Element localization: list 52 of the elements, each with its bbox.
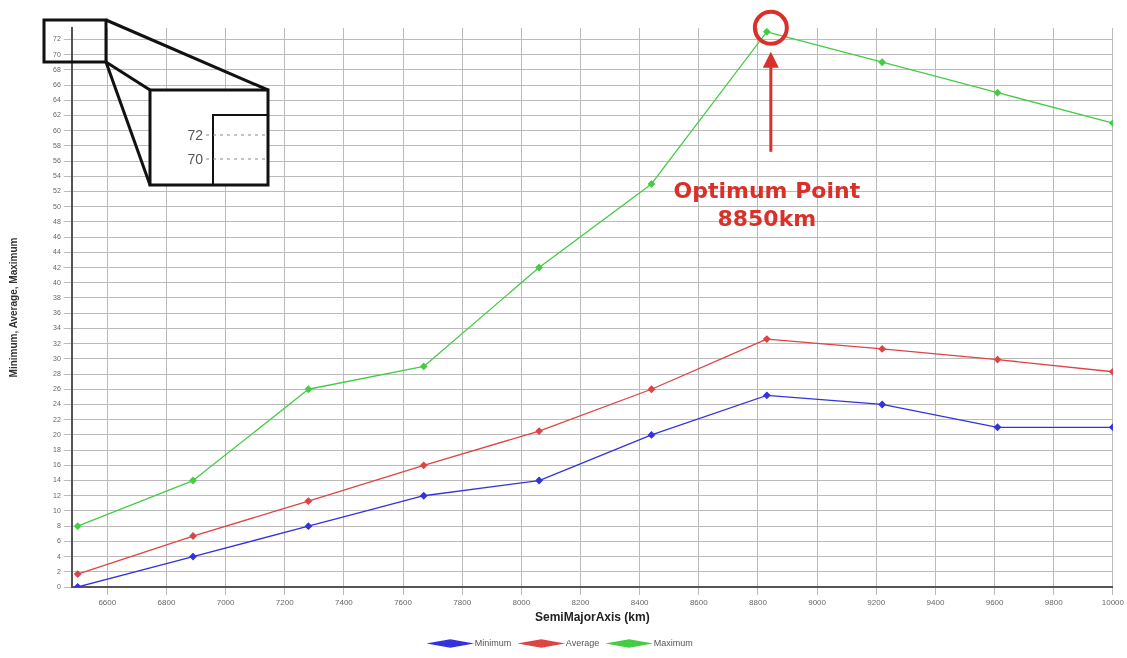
point <box>74 522 82 530</box>
point <box>878 400 886 409</box>
x-tick-label: 9200 <box>867 598 886 607</box>
x-tick-label: 7000 <box>216 598 236 607</box>
x-axis-title: SemiMajorAxis (km) <box>534 610 650 625</box>
point <box>993 423 1002 431</box>
point <box>420 362 428 371</box>
x-tick-label: 6800 <box>157 598 176 607</box>
x-tick-label: 6600 <box>98 598 117 607</box>
point <box>420 492 428 500</box>
point <box>647 385 656 393</box>
legend-label: Average <box>565 637 600 648</box>
legend-label: Maximum <box>653 637 693 648</box>
annotation: 70 <box>187 151 204 167</box>
point <box>420 461 428 469</box>
point <box>535 427 543 435</box>
x-tick-label: 8600 <box>689 598 709 607</box>
annotation: 72 <box>187 127 204 143</box>
point <box>535 476 543 485</box>
point <box>304 497 313 505</box>
point <box>763 391 771 399</box>
point <box>189 532 197 540</box>
legend-label: Minimum <box>474 637 512 648</box>
x-tick-label: 7800 <box>453 598 472 607</box>
point <box>647 180 656 188</box>
x-tick-label: 8400 <box>630 598 650 607</box>
point <box>189 552 197 561</box>
point <box>763 28 771 36</box>
x-tick-label: 9800 <box>1044 598 1064 607</box>
point <box>878 58 886 66</box>
point <box>647 431 656 439</box>
x-tick-label: 9400 <box>926 598 945 607</box>
point <box>189 476 197 485</box>
point <box>763 335 771 343</box>
x-tick-label: 7600 <box>394 598 413 607</box>
point <box>304 385 313 393</box>
point <box>535 263 543 272</box>
point <box>993 89 1002 97</box>
x-tick-label: 8800 <box>749 598 768 607</box>
point <box>878 345 886 353</box>
annotation: Optimum Point 8850km <box>673 177 861 231</box>
y-axis-title: Minimum, Average, Maximum <box>7 237 19 378</box>
x-tick-label: 7200 <box>275 598 295 607</box>
x-tick-label: 8200 <box>571 598 590 607</box>
x-tick-label: 8000 <box>512 598 531 607</box>
x-tick-label: 9600 <box>985 598 1005 607</box>
point <box>993 355 1002 364</box>
x-tick-label: 10000 <box>1101 598 1125 607</box>
x-tick-label: 7400 <box>334 598 354 607</box>
x-tick-label: 9000 <box>808 598 827 607</box>
point <box>74 570 82 578</box>
point <box>304 522 313 530</box>
